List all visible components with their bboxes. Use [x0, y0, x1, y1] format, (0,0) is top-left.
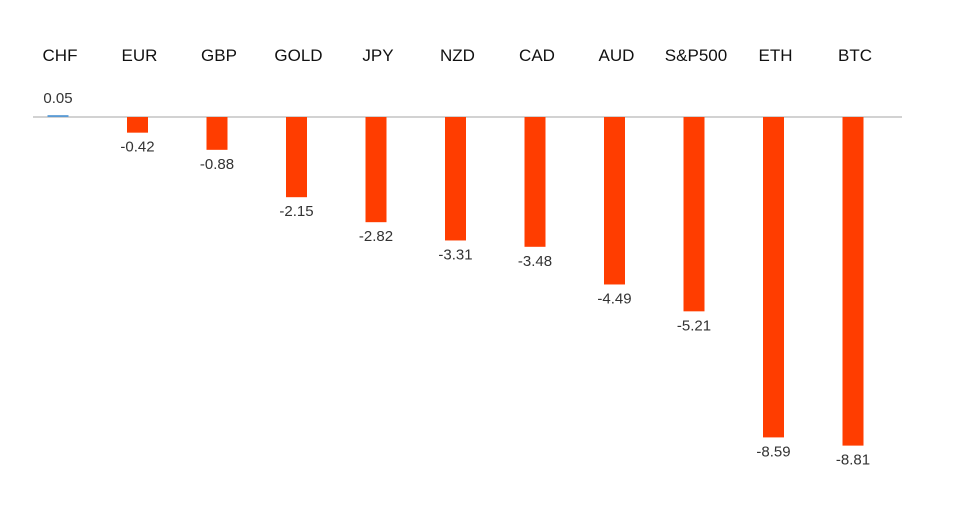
value-label: -0.88	[200, 156, 234, 173]
bar-gold	[286, 117, 307, 198]
value-label: -3.48	[518, 253, 552, 270]
bar-jpy	[365, 117, 387, 223]
value-label: -3.31	[438, 246, 472, 263]
bar-chf	[47, 115, 69, 117]
category-label: BTC	[838, 46, 872, 65]
bar-gbp	[206, 117, 228, 150]
category-label: S&P500	[665, 46, 727, 65]
value-label: -8.59	[756, 443, 790, 460]
category-label: JPY	[362, 46, 393, 65]
bar-aud	[604, 117, 625, 285]
category-label: ETH	[759, 46, 793, 65]
bar-sp500	[683, 117, 705, 312]
category-label: NZD	[440, 46, 475, 65]
value-label: 0.05	[43, 90, 72, 107]
value-label: -8.81	[836, 452, 870, 469]
value-label: -5.21	[677, 317, 711, 334]
bar-eth	[763, 117, 784, 438]
category-label: CAD	[519, 46, 555, 65]
value-label: -4.49	[597, 290, 631, 307]
category-label: CHF	[43, 46, 78, 65]
category-label: AUD	[599, 46, 635, 65]
category-label: EUR	[122, 46, 158, 65]
value-label: -2.82	[359, 228, 393, 245]
bar-btc	[842, 117, 864, 446]
value-label: -0.42	[120, 139, 154, 156]
category-label: GOLD	[274, 46, 322, 65]
category-label: GBP	[201, 46, 237, 65]
bar-eur	[127, 117, 148, 133]
bar-nzd	[445, 117, 466, 241]
bar-cad	[524, 117, 546, 247]
value-label: -2.15	[279, 203, 313, 220]
